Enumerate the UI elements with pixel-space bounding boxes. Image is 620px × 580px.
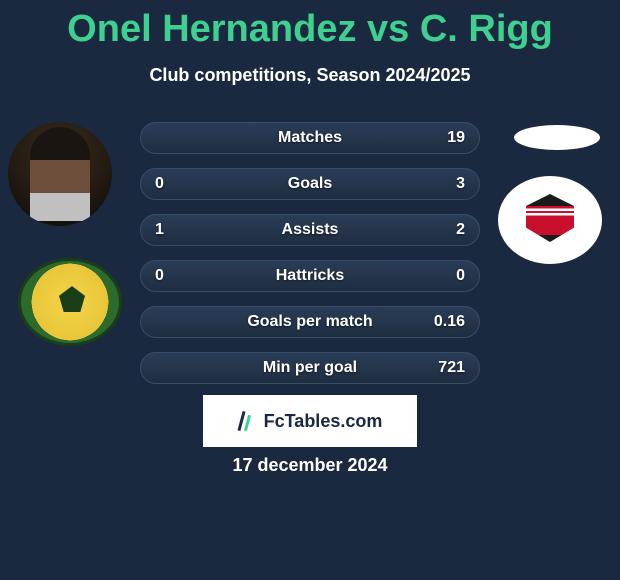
fctables-icon (238, 411, 258, 431)
watermark-badge: FcTables.com (203, 395, 417, 447)
comparison-date: 17 december 2024 (0, 455, 620, 476)
stat-bar-assists: 1 Assists 2 (140, 214, 480, 246)
stat-bar-matches: Matches 19 (140, 122, 480, 154)
player-left-avatar (8, 122, 112, 226)
stat-bar-min-per-goal: Min per goal 721 (140, 352, 480, 384)
stat-right-value: 2 (456, 221, 465, 239)
stat-left-value: 1 (155, 221, 164, 239)
stats-container: Matches 19 0 Goals 3 1 Assists 2 0 Hattr… (140, 122, 480, 398)
stat-right-value: 3 (456, 175, 465, 193)
player-right-avatar (514, 125, 600, 150)
stat-left-value: 0 (155, 175, 164, 193)
comparison-subtitle: Club competitions, Season 2024/2025 (0, 65, 620, 86)
stat-bar-goals: 0 Goals 3 (140, 168, 480, 200)
stat-bar-goals-per-match: Goals per match 0.16 (140, 306, 480, 338)
stat-right-value: 0.16 (434, 313, 465, 331)
player-left-club-badge (18, 258, 122, 346)
player-right-club-badge (498, 176, 602, 264)
watermark-text: FcTables.com (264, 411, 383, 432)
stat-bar-hattricks: 0 Hattricks 0 (140, 260, 480, 292)
stat-right-value: 0 (456, 267, 465, 285)
stat-label: Goals per match (247, 313, 372, 331)
stat-label: Goals (288, 175, 332, 193)
stat-right-value: 19 (447, 129, 465, 147)
comparison-title: Onel Hernandez vs C. Rigg (0, 0, 620, 51)
stat-label: Matches (278, 129, 342, 147)
stat-label: Min per goal (263, 359, 357, 377)
stat-label: Assists (282, 221, 339, 239)
stat-right-value: 721 (438, 359, 465, 377)
stat-left-value: 0 (155, 267, 164, 285)
stat-label: Hattricks (276, 267, 344, 285)
